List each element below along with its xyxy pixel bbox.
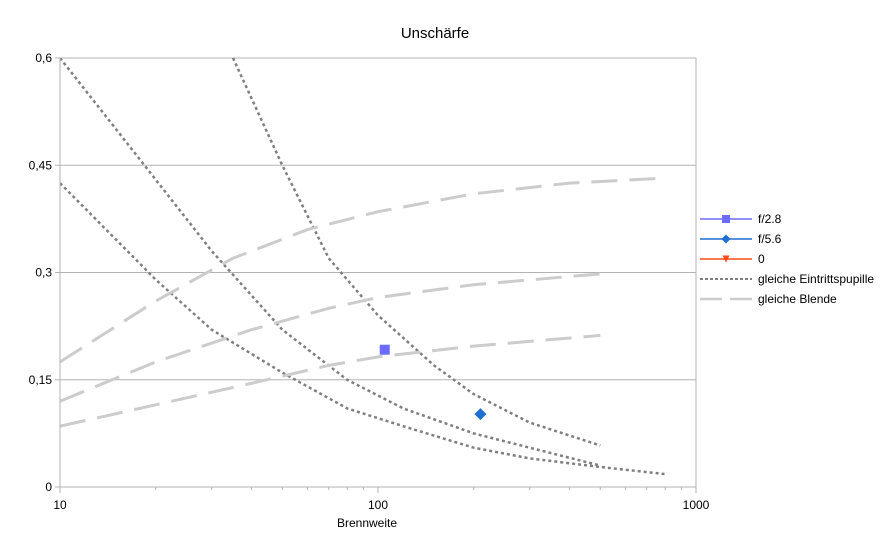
legend-marker (721, 234, 731, 244)
gleiche-eintrittspupille-curve (60, 58, 601, 467)
grid-lines (60, 57, 697, 487)
data-point-square (379, 344, 390, 355)
legend-marker (722, 255, 730, 263)
y-tick-label: 0,45 (29, 158, 53, 172)
gleiche-eintrittspupille-curve (231, 58, 601, 447)
y-tick-label: 0 (45, 480, 52, 494)
legend-marker (722, 215, 730, 223)
y-tick-label: 0,3 (35, 266, 52, 280)
gleiche-blende-curve (60, 176, 666, 364)
x-axis-title: Brennweite (337, 516, 397, 530)
x-tick-label: 10 (53, 498, 67, 512)
y-tick-label: 0,6 (35, 51, 52, 65)
data-point-diamond (474, 408, 487, 421)
plot-series (60, 58, 666, 476)
gleiche-blende-curve (60, 333, 601, 428)
gleiche-blende-curve (60, 272, 601, 403)
x-tick-label: 1000 (683, 498, 710, 512)
legend-label: f/5.6 (758, 232, 782, 246)
axes: 0 0,15 0,3 0,45 0,6 10 100 1000 (29, 51, 710, 512)
gleiche-eintrittspupille-curve (60, 182, 666, 476)
y-tick-label: 0,15 (29, 373, 53, 387)
legend-label: gleiche Eintrittspupille (758, 272, 874, 286)
legend: f/2.8 f/5.6 0 gleiche Eintrittspupille gleic… (700, 212, 874, 306)
x-tick-label: 100 (368, 498, 388, 512)
legend-label: 0 (758, 252, 765, 266)
chart-title: Unschärfe (401, 25, 469, 42)
legend-label: gleiche Blende (758, 292, 837, 306)
legend-label: f/2.8 (758, 212, 782, 226)
